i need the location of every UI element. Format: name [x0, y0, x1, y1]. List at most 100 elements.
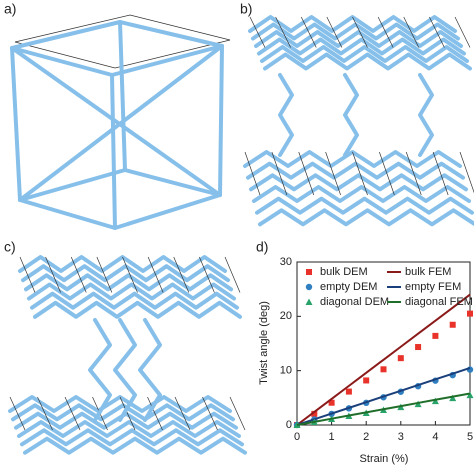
data-point	[397, 355, 404, 362]
lattice-strut	[432, 151, 449, 196]
lattice-strut	[30, 291, 239, 310]
lattice-strut	[11, 403, 235, 422]
lattice-strut	[405, 151, 422, 196]
lattice-strut	[429, 16, 445, 48]
lattice-render-b	[243, 15, 474, 227]
lattice-strut	[271, 151, 288, 196]
lattice-strut	[244, 151, 261, 196]
lattice-strut	[138, 318, 162, 422]
lattice-strut	[224, 256, 241, 293]
x-tick-label: 1	[329, 431, 335, 443]
data-line	[296, 392, 471, 426]
lattice-strut	[352, 151, 368, 196]
data-point	[415, 344, 422, 351]
data-point	[466, 391, 474, 399]
x-tick-label: 3	[398, 431, 404, 443]
lattice-strut	[249, 173, 468, 192]
lattice-strut	[64, 396, 81, 431]
lattice-strut	[113, 318, 137, 422]
lattice-strut	[255, 196, 474, 215]
x-axis-label: Strain (%)	[360, 453, 409, 465]
lattice-strut	[24, 273, 233, 292]
y-tick-label: 0	[286, 419, 292, 431]
lattice-strut	[379, 151, 395, 196]
lattice-strut	[23, 436, 247, 455]
lattice-strut	[459, 151, 474, 194]
legend-label: bulk DEM	[320, 266, 368, 278]
data-point	[432, 332, 439, 339]
lattice-strut	[298, 151, 315, 196]
legend-swatch	[305, 283, 313, 291]
panel-label: d)	[256, 239, 268, 255]
x-tick-label: 5	[467, 431, 473, 443]
lattice-strut	[70, 256, 87, 293]
data-point	[380, 366, 387, 373]
data-line	[296, 293, 471, 426]
data-point	[431, 397, 439, 405]
lattice-strut	[202, 396, 218, 431]
lattice-strut	[173, 256, 190, 293]
lattice-strut	[263, 52, 472, 71]
data-point	[311, 410, 318, 417]
lattice-strut	[147, 396, 163, 431]
lattice-strut	[37, 396, 53, 431]
lattice-strut	[252, 185, 471, 203]
lattice-strut	[19, 256, 36, 293]
lattice-render-a	[10, 14, 231, 230]
data-point	[449, 321, 456, 328]
lattice-strut	[251, 22, 460, 41]
data-point	[449, 394, 457, 402]
plot-frame	[296, 261, 471, 426]
y-axis-label: Twist angle (deg)	[258, 301, 270, 385]
lattice-strut	[199, 256, 215, 293]
lattice-strut	[249, 16, 266, 48]
lattice-strut	[326, 16, 343, 48]
lattice-strut	[254, 30, 463, 48]
lattice-strut	[27, 282, 236, 301]
lattice-strut	[122, 256, 138, 293]
lattice-strut	[275, 16, 291, 48]
data-point	[345, 388, 352, 395]
panel-label: c)	[4, 239, 16, 255]
lattice-strut	[174, 396, 191, 431]
legend-label: bulk FEM	[405, 266, 451, 278]
lattice-strut	[258, 208, 474, 227]
lattice-strut	[300, 16, 317, 48]
y-tick-label: 30	[280, 256, 292, 268]
legend-label: diagonal DEM	[320, 296, 389, 308]
lattice-strut	[229, 396, 246, 431]
lattice-strut	[325, 151, 341, 196]
lattice-strut	[88, 318, 112, 422]
lattice-strut	[403, 16, 420, 48]
x-tick-label: 2	[363, 431, 369, 443]
y-tick-label: 10	[280, 365, 292, 377]
lattice-strut	[96, 256, 113, 293]
lattice-strut	[45, 256, 61, 293]
lattice-strut	[33, 300, 242, 319]
panel-label: b)	[240, 1, 252, 17]
lattice-strut	[21, 264, 230, 283]
lattice-strut	[9, 396, 26, 431]
lattice-strut	[343, 73, 359, 157]
lattice-strut	[257, 37, 466, 56]
y-tick-label: 20	[280, 310, 292, 322]
lattice-strut	[20, 428, 244, 447]
panel-label: a)	[4, 1, 16, 17]
lattice-strut	[377, 16, 394, 48]
lattice-strut	[246, 161, 465, 180]
legend-swatch	[305, 298, 313, 305]
lattice-strut	[17, 420, 241, 438]
lattice-strut	[418, 73, 434, 157]
lattice-strut	[260, 45, 469, 63]
x-tick-label: 0	[294, 431, 300, 443]
data-point	[328, 399, 335, 406]
lattice-strut	[119, 396, 136, 431]
data-point	[363, 377, 370, 384]
lattice-render-c	[8, 255, 247, 455]
lattice-strut	[278, 73, 294, 157]
legend-label: diagonal FEM	[405, 296, 473, 308]
x-tick-label: 4	[432, 431, 438, 443]
lattice-strut	[147, 256, 164, 293]
lattice-strut	[352, 16, 368, 48]
